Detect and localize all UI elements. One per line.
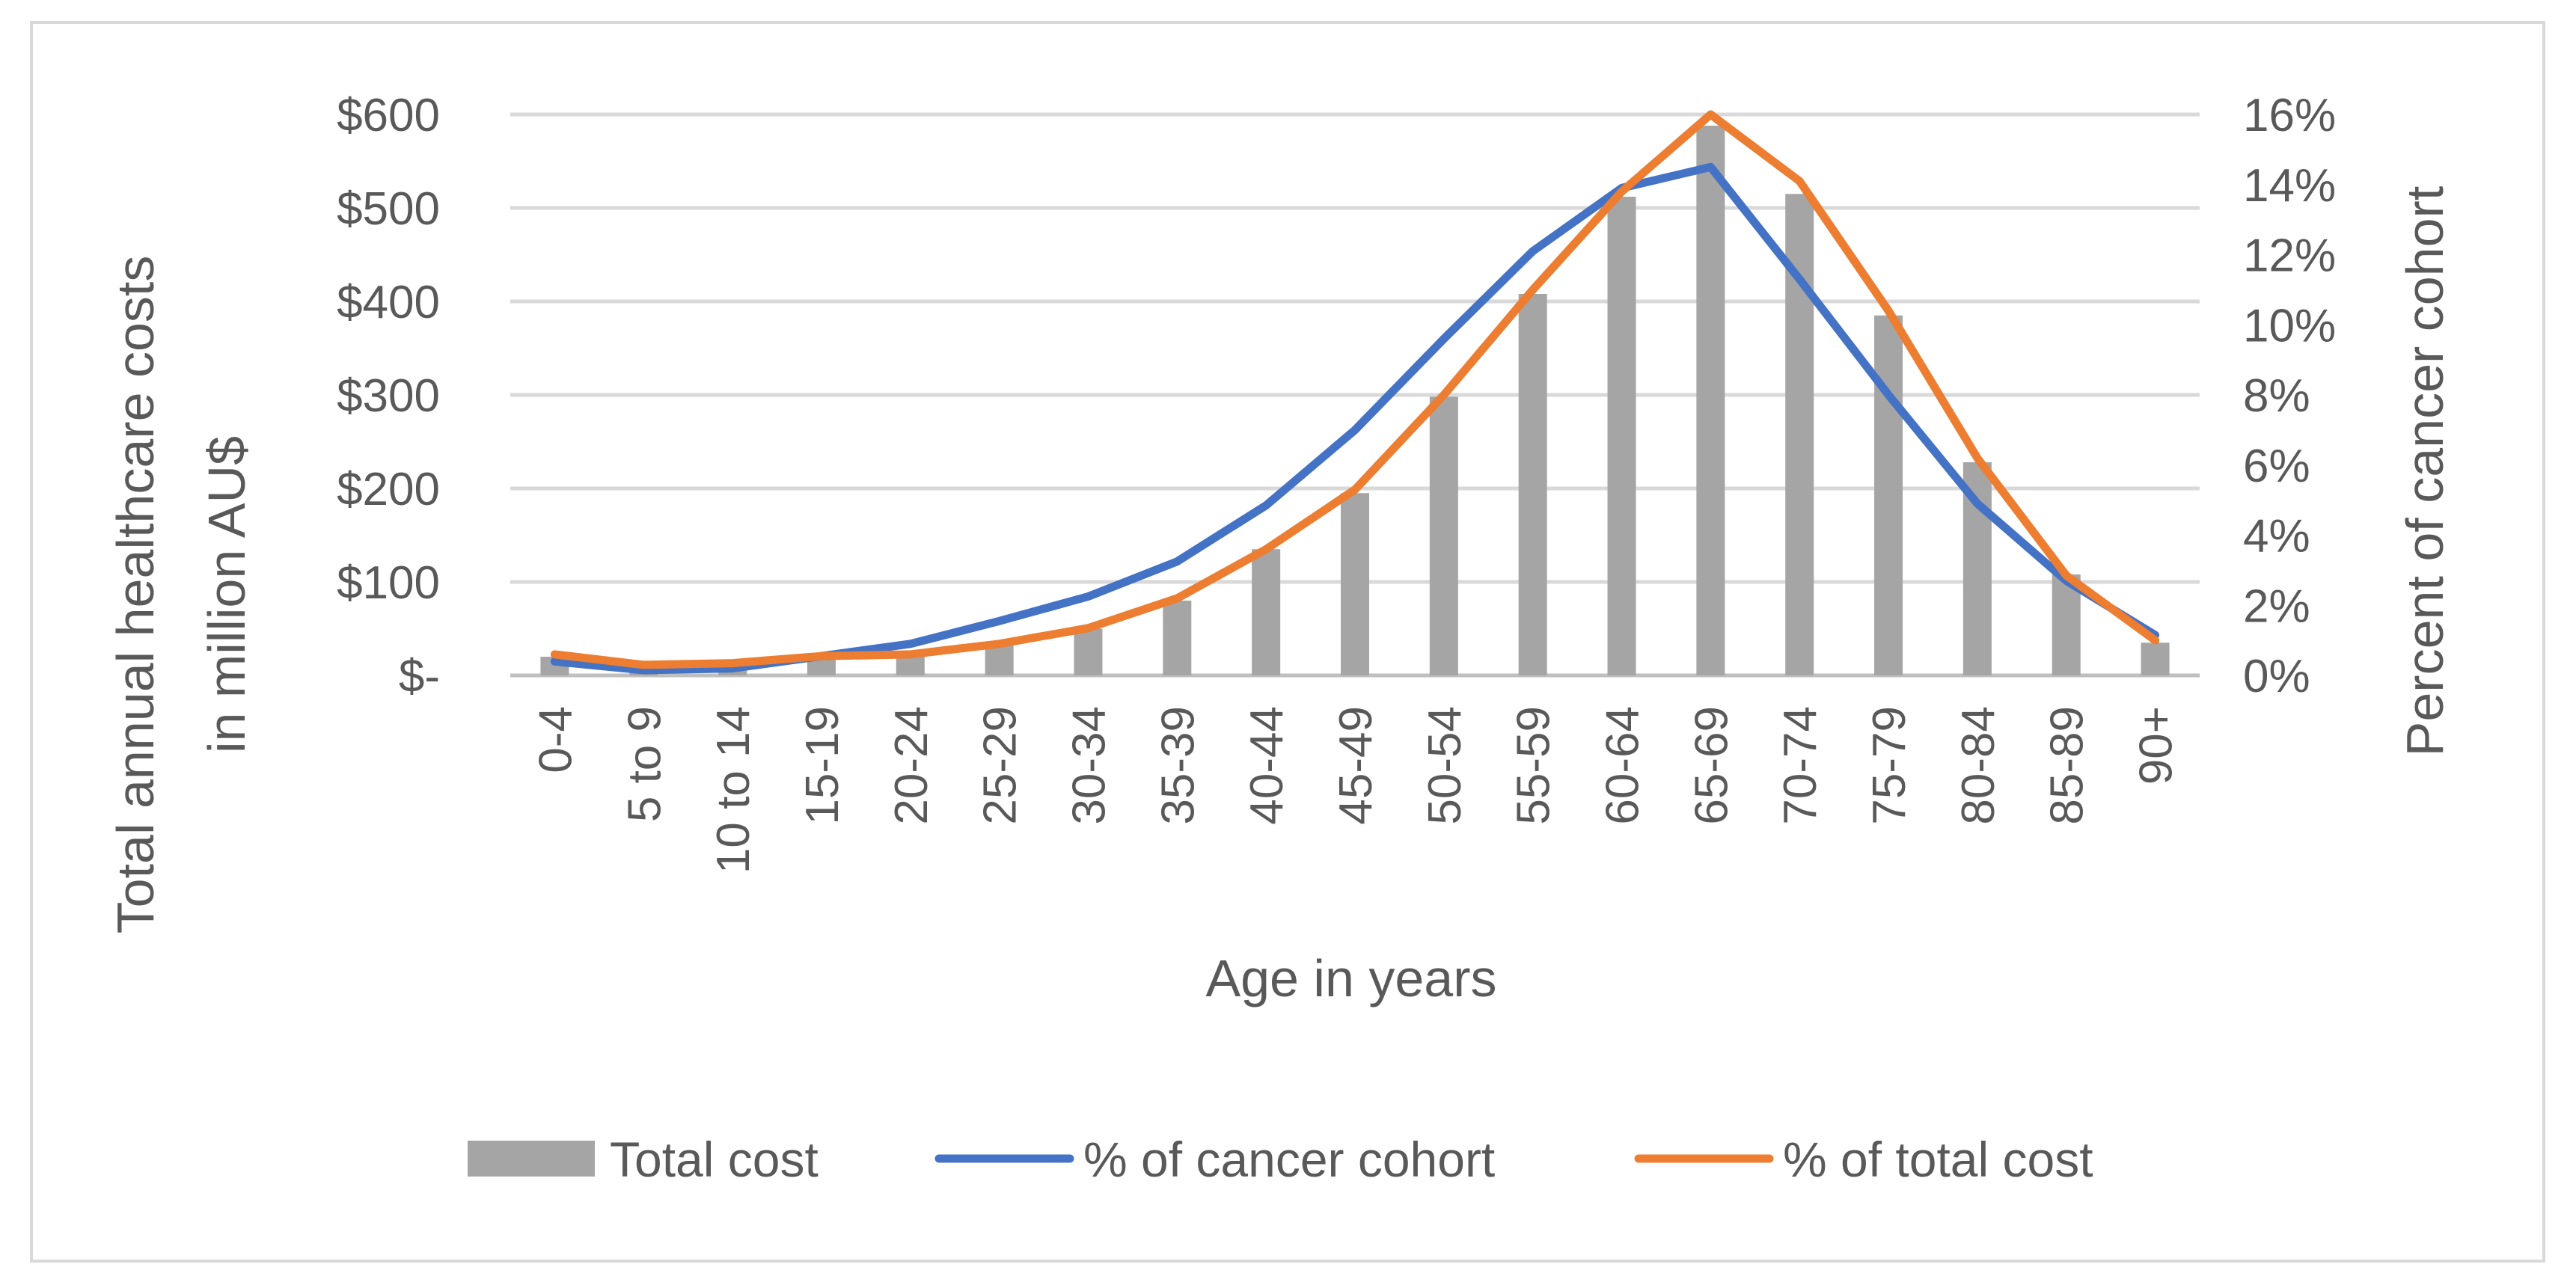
x-tick-label: 55-59 [1508, 706, 1560, 825]
right-tick-label: 4% [2243, 511, 2310, 562]
line-total-cost-percent [550, 110, 2160, 669]
bar-total-cost [1429, 396, 1458, 675]
x-axis-ticks: 0-4 5 to 9 10 to 14 15-19 20-24 25-29 30-34 35-… [530, 706, 2182, 874]
right-axis-title: Percent of cancer cohort [2396, 186, 2454, 757]
legend-label: Total cost [610, 1132, 819, 1187]
x-tick-label: 40-44 [1241, 706, 1293, 825]
x-tick-label: 30-34 [1063, 706, 1115, 825]
x-tick-label: 80-84 [1953, 706, 2004, 825]
x-tick-label: 70-74 [1775, 706, 1826, 825]
legend-swatch-total-cost [468, 1141, 595, 1177]
x-tick-label: 35-39 [1152, 706, 1204, 825]
left-axis-title-line-1: Total annual healthcare costs [106, 256, 165, 934]
bar-total-cost [1163, 601, 1192, 675]
right-axis-ticks: 0% 2% 4% 6% 8% 10% 12% 14% 16% [2243, 90, 2336, 702]
bar-total-cost [1607, 197, 1636, 675]
bar-total-cost [1874, 315, 1903, 675]
legend: Total cost % of cancer cohort % of total c… [468, 1132, 2093, 1187]
right-tick-label: 2% [2243, 580, 2310, 632]
left-tick-label: $200 [337, 464, 440, 515]
x-tick-label: 65-69 [1686, 706, 1737, 825]
left-tick-label: $300 [337, 370, 440, 422]
x-tick-label: 0-4 [530, 706, 581, 773]
right-tick-label: 16% [2243, 90, 2336, 141]
left-tick-label: $100 [337, 557, 440, 609]
right-tick-label: 10% [2243, 300, 2336, 352]
x-tick-label: 5 to 9 [619, 706, 670, 822]
x-axis-title: Age in years [1205, 949, 1496, 1008]
bar-total-cost [1252, 549, 1281, 675]
right-tick-label: 6% [2243, 441, 2310, 492]
bar-total-cost [1341, 493, 1369, 675]
right-tick-label: 14% [2243, 160, 2336, 212]
x-tick-label: 90+ [2131, 706, 2182, 785]
x-tick-label: 20-24 [886, 706, 937, 825]
gridlines [510, 112, 2200, 678]
right-tick-label: 12% [2243, 230, 2336, 282]
x-tick-label: 15-19 [797, 706, 848, 825]
x-tick-label: 75-79 [1864, 706, 1915, 825]
x-tick-label: 85-89 [2042, 706, 2093, 825]
left-axis-ticks: $- $100 $200 $300 $400 $500 $600 [337, 90, 440, 702]
right-tick-label: 0% [2243, 651, 2310, 702]
left-tick-label: $600 [337, 90, 440, 141]
bar-total-cost [1518, 294, 1547, 675]
right-tick-label: 8% [2243, 370, 2310, 422]
x-tick-label: 50-54 [1419, 706, 1471, 825]
legend-label: % of cancer cohort [1083, 1132, 1495, 1187]
legend-label: % of total cost [1783, 1132, 2093, 1187]
left-axis-title-line-2: in million AU$ [198, 436, 256, 753]
left-tick-label: $500 [337, 183, 440, 235]
x-tick-label: 25-29 [975, 706, 1027, 825]
bar-total-cost [1696, 126, 1725, 675]
line-series [550, 110, 2160, 675]
x-tick-label: 60-64 [1597, 706, 1649, 825]
chart-frame [30, 21, 2545, 1263]
left-tick-label: $400 [337, 277, 440, 328]
left-axis-title-group: Total annual healthcare costs in million… [106, 256, 256, 934]
left-tick-label: $- [399, 651, 440, 702]
x-tick-label: 10 to 14 [708, 706, 759, 874]
bar-total-cost [2141, 643, 2170, 675]
bar-total-cost [1074, 628, 1103, 675]
x-tick-label: 45-49 [1330, 706, 1382, 825]
